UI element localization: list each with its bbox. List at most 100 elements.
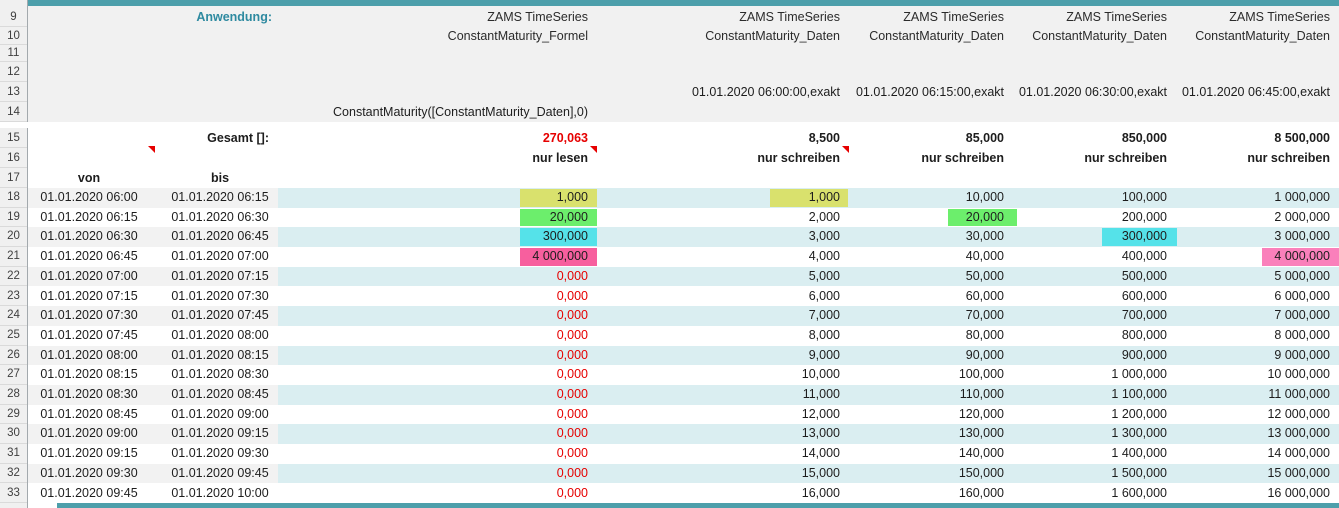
value-cell[interactable]: 1 600,000 <box>1111 485 1167 500</box>
row-number[interactable]: 29 <box>0 405 27 425</box>
von-cell[interactable]: 01.01.2020 09:45 <box>40 485 138 500</box>
value-cell[interactable]: 9 000,000 <box>1274 347 1330 362</box>
value-cell[interactable]: 12,000 <box>801 406 840 421</box>
value-cell[interactable]: 1 400,000 <box>1111 446 1167 461</box>
value-cell[interactable]: 200,000 <box>1121 209 1167 224</box>
bis-cell[interactable]: 01.01.2020 06:45 <box>171 229 269 244</box>
value-cell[interactable]: 13 000,000 <box>1267 426 1330 441</box>
value-cell[interactable]: 12 000,000 <box>1267 406 1330 421</box>
value-cell[interactable]: 0,000 <box>556 485 588 500</box>
von-cell[interactable]: 01.01.2020 06:15 <box>40 209 138 224</box>
value-cell[interactable]: 2 000,000 <box>1274 209 1330 224</box>
row-number[interactable]: 20 <box>0 227 27 248</box>
value-cell[interactable]: 0,000 <box>556 288 588 303</box>
column-mode-label[interactable]: nur schreiben <box>1247 151 1330 165</box>
value-cell[interactable]: 4 000,000 <box>1274 249 1330 264</box>
value-cell[interactable]: 100,000 <box>1121 190 1167 204</box>
value-cell[interactable]: 90,000 <box>965 347 1004 362</box>
column-timestamp[interactable]: 01.01.2020 06:45:00,exakt <box>1181 85 1330 99</box>
value-cell[interactable]: 1 000,000 <box>1274 190 1330 204</box>
row-number[interactable]: 13 <box>0 82 27 102</box>
column-app-label[interactable]: ZAMS TimeSeries <box>487 10 588 24</box>
value-cell[interactable]: 1 500,000 <box>1111 465 1167 480</box>
column-app-label[interactable]: ZAMS TimeSeries <box>903 10 1004 24</box>
value-cell[interactable]: 10 000,000 <box>1267 367 1330 382</box>
value-cell[interactable]: 15,000 <box>801 465 840 480</box>
column-formula[interactable]: ConstantMaturity([ConstantMaturity_Daten… <box>333 105 588 119</box>
von-cell[interactable]: 01.01.2020 09:15 <box>40 446 138 461</box>
value-cell[interactable]: 5,000 <box>808 268 840 283</box>
von-cell[interactable]: 01.01.2020 07:00 <box>40 268 138 283</box>
row-number[interactable]: 30 <box>0 424 27 445</box>
value-cell[interactable]: 10,000 <box>801 367 840 382</box>
value-cell[interactable]: 30,000 <box>965 229 1004 244</box>
row-number[interactable]: 28 <box>0 385 27 405</box>
value-cell[interactable]: 4,000 <box>808 249 840 264</box>
value-cell[interactable]: 7,000 <box>808 308 840 323</box>
value-cell[interactable]: 20,000 <box>965 209 1004 224</box>
row-number[interactable]: 33 <box>0 484 27 504</box>
bis-cell[interactable]: 01.01.2020 09:00 <box>171 406 269 421</box>
value-cell[interactable]: 0,000 <box>556 268 588 283</box>
value-cell[interactable]: 70,000 <box>965 308 1004 323</box>
value-cell[interactable]: 14,000 <box>801 446 840 461</box>
row-number[interactable]: 31 <box>0 444 27 464</box>
row-number[interactable]: 22 <box>0 267 27 287</box>
von-cell[interactable]: 01.01.2020 07:15 <box>40 288 138 303</box>
value-cell[interactable]: 0,000 <box>556 367 588 382</box>
von-cell[interactable]: 01.01.2020 06:00 <box>40 190 138 204</box>
row-number[interactable]: 17 <box>0 168 27 188</box>
value-cell[interactable]: 5 000,000 <box>1274 268 1330 283</box>
bis-cell[interactable]: 01.01.2020 06:30 <box>171 209 269 224</box>
value-cell[interactable]: 100,000 <box>958 367 1004 382</box>
value-cell[interactable]: 80,000 <box>965 327 1004 342</box>
row-number[interactable]: 23 <box>0 287 27 307</box>
value-cell[interactable]: 0,000 <box>556 446 588 461</box>
bis-cell[interactable]: 01.01.2020 07:30 <box>171 288 269 303</box>
value-cell[interactable]: 140,000 <box>958 446 1004 461</box>
value-cell[interactable]: 0,000 <box>556 406 588 421</box>
value-cell[interactable]: 13,000 <box>801 426 840 441</box>
row-number[interactable]: 10 <box>0 27 27 45</box>
bis-cell[interactable]: 01.01.2020 07:00 <box>171 249 269 264</box>
row-number[interactable]: 26 <box>0 346 27 366</box>
row-number[interactable]: 16 <box>0 148 27 168</box>
column-series-label[interactable]: ConstantMaturity_Daten <box>1032 29 1167 43</box>
von-cell[interactable]: 01.01.2020 06:45 <box>40 249 138 264</box>
row-number[interactable]: 11 <box>0 45 27 62</box>
bis-cell[interactable]: 01.01.2020 10:00 <box>171 485 269 500</box>
von-cell[interactable]: 01.01.2020 08:00 <box>40 347 138 362</box>
column-series-label[interactable]: ConstantMaturity_Daten <box>705 29 840 43</box>
value-cell[interactable]: 10,000 <box>965 190 1004 204</box>
value-cell[interactable]: 50,000 <box>965 268 1004 283</box>
value-cell[interactable]: 7 000,000 <box>1274 308 1330 323</box>
value-cell[interactable]: 16,000 <box>801 485 840 500</box>
row-number[interactable]: 15 <box>0 128 27 148</box>
von-cell[interactable]: 01.01.2020 09:00 <box>40 426 138 441</box>
bis-column-header[interactable]: bis <box>210 171 230 185</box>
row-number[interactable]: 9 <box>0 7 27 27</box>
value-cell[interactable]: 900,000 <box>1121 347 1167 362</box>
column-total[interactable]: 8 500,000 <box>1274 131 1330 145</box>
value-cell[interactable]: 150,000 <box>958 465 1004 480</box>
column-mode-label[interactable]: nur schreiben <box>1084 151 1167 165</box>
column-app-label[interactable]: ZAMS TimeSeries <box>1229 10 1330 24</box>
column-total[interactable]: 8,500 <box>808 131 840 145</box>
von-cell[interactable]: 01.01.2020 07:30 <box>40 308 138 323</box>
value-cell[interactable]: 0,000 <box>556 327 588 342</box>
value-cell[interactable]: 0,000 <box>556 465 588 480</box>
von-cell[interactable]: 01.01.2020 08:45 <box>40 406 138 421</box>
value-cell[interactable]: 1,000 <box>556 190 588 204</box>
value-cell[interactable]: 14 000,000 <box>1267 446 1330 461</box>
bis-cell[interactable]: 01.01.2020 09:30 <box>171 446 269 461</box>
value-cell[interactable]: 60,000 <box>965 288 1004 303</box>
value-cell[interactable]: 20,000 <box>549 209 588 224</box>
value-cell[interactable]: 500,000 <box>1121 268 1167 283</box>
anwendung-label[interactable]: Anwendung: <box>196 10 272 24</box>
von-column-header[interactable]: von <box>77 171 101 185</box>
value-cell[interactable]: 11,000 <box>802 387 840 401</box>
value-cell[interactable]: 800,000 <box>1121 327 1167 342</box>
value-cell[interactable]: 0,000 <box>556 308 588 323</box>
von-cell[interactable]: 01.01.2020 08:30 <box>40 387 138 401</box>
bis-cell[interactable]: 01.01.2020 09:45 <box>171 465 269 480</box>
